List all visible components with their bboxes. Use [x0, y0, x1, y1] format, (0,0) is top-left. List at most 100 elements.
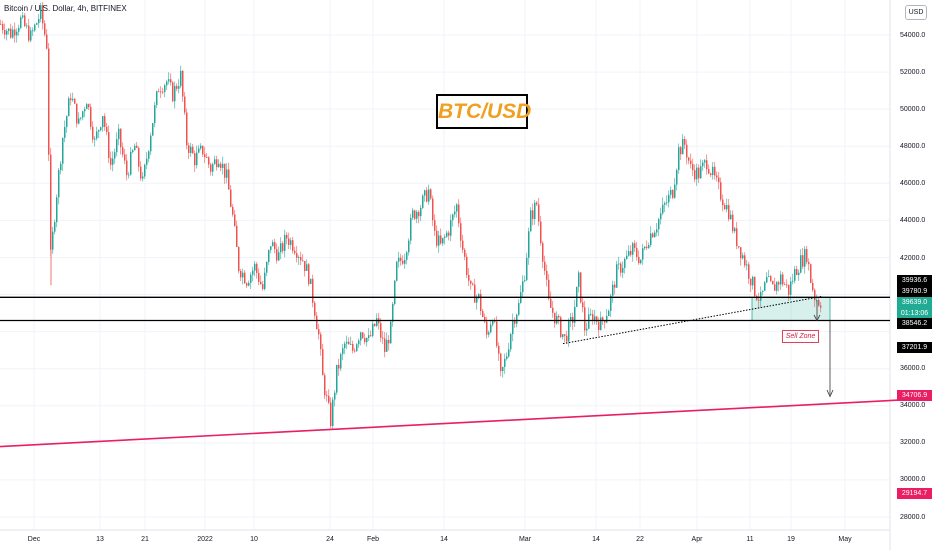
price-tick: 30000.0	[900, 476, 926, 483]
candle-body	[108, 132, 110, 159]
candle-body	[220, 163, 222, 168]
candle-body	[84, 109, 86, 112]
candle-body	[428, 189, 430, 202]
candle-body	[216, 159, 218, 168]
candle-body	[478, 293, 480, 297]
candle-body	[350, 343, 352, 345]
candle-body	[2, 24, 4, 31]
candle-body	[36, 23, 38, 25]
candle-body	[142, 176, 144, 179]
candle-body	[678, 147, 680, 171]
candle-body	[564, 334, 566, 336]
candle-body	[194, 153, 196, 166]
candle-body	[732, 214, 734, 232]
sell-zone-label[interactable]: Sell Zone	[782, 330, 819, 343]
candle-body	[212, 164, 214, 172]
candle-body	[474, 284, 476, 303]
candle-body	[784, 284, 786, 286]
candle-body	[452, 214, 454, 221]
candle-body	[186, 112, 188, 146]
candle-body	[534, 202, 536, 219]
candle-body	[406, 252, 408, 260]
candle-body	[516, 314, 518, 324]
candle-body	[728, 205, 730, 220]
candle-body	[34, 24, 36, 31]
candle-body	[750, 278, 752, 286]
candle-body	[60, 163, 62, 171]
candle-body	[66, 116, 68, 128]
candle-body	[206, 157, 208, 158]
candle-body	[312, 278, 314, 303]
candle-body	[88, 104, 90, 108]
candle-body	[182, 70, 184, 97]
candle-body	[130, 151, 132, 175]
currency-button[interactable]: USD	[905, 5, 927, 20]
candle-body	[8, 28, 10, 31]
candle-body	[570, 316, 572, 321]
candle-body	[714, 166, 716, 176]
candle-body	[26, 25, 28, 27]
candle-body	[754, 276, 756, 297]
target-price-tag: 34706.9	[897, 390, 932, 401]
candle-body	[552, 307, 554, 313]
price-tag-29194: 29194.7	[897, 488, 932, 499]
time-tick: 13	[96, 536, 104, 543]
price-tick: 42000.0	[900, 255, 926, 262]
candle-body	[266, 261, 268, 273]
candle-body	[58, 170, 60, 198]
candle-body	[322, 349, 324, 376]
candle-body	[46, 34, 48, 49]
candle-body	[236, 225, 238, 248]
candle-body	[304, 261, 306, 271]
candle-body	[466, 256, 468, 275]
candle-body	[396, 261, 398, 281]
candle-body	[128, 174, 130, 176]
symbol-label-box[interactable]: BTC/USD	[436, 94, 531, 129]
candle-body	[496, 321, 498, 346]
candle-body	[558, 315, 560, 318]
candle-body	[366, 337, 368, 343]
time-tick: Dec	[27, 536, 41, 543]
candle-body	[276, 249, 278, 261]
candle-body	[288, 238, 290, 245]
candle-body	[622, 267, 624, 273]
candle-body	[778, 282, 780, 285]
candle-body	[688, 157, 690, 161]
current-price-tag: 39639.0 01:13:06	[897, 297, 932, 319]
candle-body	[472, 283, 474, 285]
candle-body	[726, 205, 728, 210]
candle-body	[788, 284, 790, 295]
candle-body	[798, 272, 800, 276]
candle-body	[202, 145, 204, 155]
candle-body	[544, 261, 546, 271]
candle-body	[562, 334, 564, 337]
candle-body	[260, 281, 262, 285]
candle-body	[594, 316, 596, 321]
candle-body	[356, 344, 358, 351]
candle-body	[746, 264, 748, 266]
candle-body	[776, 282, 778, 291]
candle-body	[566, 335, 568, 342]
candle-body	[360, 332, 362, 341]
price-tick: 32000.0	[900, 439, 926, 446]
candle-body	[704, 160, 706, 163]
candle-body	[90, 107, 92, 127]
candle-body	[674, 184, 676, 198]
candle-body	[716, 175, 718, 178]
candle-body	[580, 272, 582, 303]
candle-body	[636, 247, 638, 257]
candle-body	[612, 284, 614, 296]
candle-body	[384, 338, 386, 352]
candle-body	[604, 320, 606, 323]
candle-body	[660, 213, 662, 220]
candle-body	[592, 314, 594, 321]
candle-body	[740, 247, 742, 259]
candle-body	[240, 270, 242, 278]
candle-body	[62, 137, 64, 164]
candle-body	[172, 82, 174, 102]
candle-body	[792, 280, 794, 282]
candle-body	[198, 148, 200, 153]
candle-body	[494, 320, 496, 322]
candle-body	[808, 262, 810, 265]
